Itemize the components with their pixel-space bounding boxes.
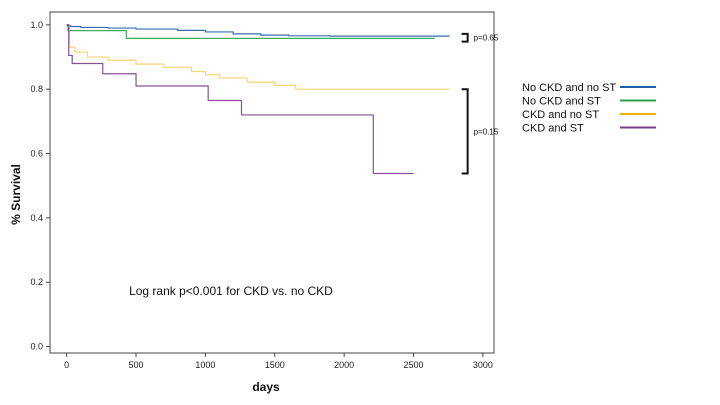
series-line-3: [66, 24, 450, 90]
axes: 0 500 1000 1500 2000 2500 3000 0.0 0.2 0.4 0.6 0.8 1…: [9, 11, 495, 394]
y-tick-label: 0.8: [30, 84, 43, 94]
annotations: p=0.65 p=0.15 Log rank p<0.001 for CKD vs.…: [129, 32, 499, 298]
y-tick-label: 1.0: [30, 20, 43, 30]
y-tick-label: 0.4: [30, 213, 43, 223]
x-tick-label: 1000: [195, 360, 215, 370]
legend-label-3: CKD and no ST: [522, 109, 599, 121]
x-tick-label: 0: [64, 360, 69, 370]
legend-label-2: No CKD and ST: [522, 96, 601, 108]
series-line-4: [66, 24, 414, 175]
plot-frame: [49, 11, 495, 354]
series-line-1: [66, 24, 450, 37]
y-axis-title: % Survival: [9, 164, 23, 225]
y-tick-label: 0.0: [30, 342, 43, 352]
p-value-top: p=0.65: [474, 34, 499, 43]
p-value-bottom: p=0.15: [474, 127, 499, 136]
series-line-2: [66, 24, 435, 39]
bracket-bottom: [461, 88, 469, 175]
series-lines: [66, 24, 450, 175]
x-tick-label: 3000: [473, 360, 493, 370]
legend-label-1: No CKD and no ST: [522, 82, 616, 94]
x-tick-label: 2000: [334, 360, 354, 370]
y-tick-label: 0.6: [30, 149, 43, 159]
x-tick-label: 1500: [265, 360, 285, 370]
bracket-top: [461, 32, 469, 43]
x-axis-title: days: [252, 380, 280, 394]
y-tick-label: 0.2: [30, 277, 43, 287]
x-tick-label: 500: [129, 360, 144, 370]
legend-label-4: CKD and ST: [522, 123, 584, 135]
x-tick-label: 2500: [404, 360, 424, 370]
log-rank-note: Log rank p<0.001 for CKD vs. no CKD: [129, 284, 333, 298]
